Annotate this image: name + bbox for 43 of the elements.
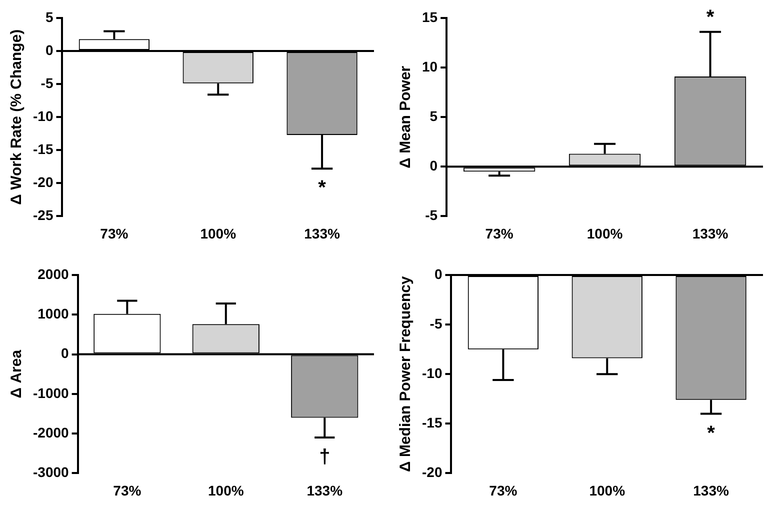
y-tick-label: 5 (430, 108, 438, 124)
y-tick-label: -15 (422, 414, 442, 431)
y-tick-label: -10 (33, 108, 54, 124)
annotation: * (318, 177, 326, 200)
y-tick-label: 0 (61, 345, 70, 362)
x-tick-label: 100% (589, 482, 626, 498)
y-tick-label: -1000 (32, 384, 70, 401)
annotation: * (706, 6, 714, 28)
y-tick-label: 15 (422, 8, 438, 25)
y-tick-label: -5 (40, 74, 54, 91)
y-tick-label: 5 (45, 8, 54, 25)
x-tick-label: 133% (693, 482, 730, 498)
y-axis-title: Δ Mean Power (397, 66, 414, 168)
y-tick-label: 0 (430, 158, 438, 174)
y-tick-label: -10 (422, 364, 442, 381)
y-axis-title: Δ Median Power Frequency (397, 276, 414, 472)
y-tick-label: 0 (434, 266, 442, 282)
x-tick-label: 100% (200, 225, 237, 242)
x-tick-label: 73% (485, 225, 514, 242)
y-tick-label: -5 (430, 315, 442, 332)
x-tick-label: 133% (304, 225, 340, 242)
y-tick-label: -25 (33, 207, 54, 224)
y-tick-label: 0 (45, 42, 54, 58)
x-tick-label: 100% (208, 482, 244, 498)
y-tick-label: -20 (33, 174, 54, 190)
annotation: * (707, 422, 716, 444)
x-tick-label: 73% (489, 482, 518, 498)
y-tick-label: -2000 (32, 424, 70, 440)
y-tick-label: -20 (422, 464, 442, 480)
x-tick-label: 100% (586, 225, 624, 242)
y-axis-title: Δ Area (8, 349, 26, 398)
x-tick-label: 133% (692, 225, 729, 242)
annotation: † (319, 446, 330, 468)
x-tick-label: 73% (113, 482, 142, 498)
x-tick-label: 73% (100, 225, 129, 242)
y-tick-label: -5 (425, 207, 438, 224)
y-axis-title: Δ Work Rate (% Change) (8, 29, 26, 205)
y-tick-label: -3000 (32, 464, 70, 480)
y-tick-label: -15 (33, 140, 54, 157)
y-tick-label: 2000 (38, 266, 70, 282)
y-tick-label: 1000 (38, 306, 70, 322)
x-tick-label: 133% (306, 482, 344, 498)
y-tick-label: 10 (422, 58, 438, 74)
